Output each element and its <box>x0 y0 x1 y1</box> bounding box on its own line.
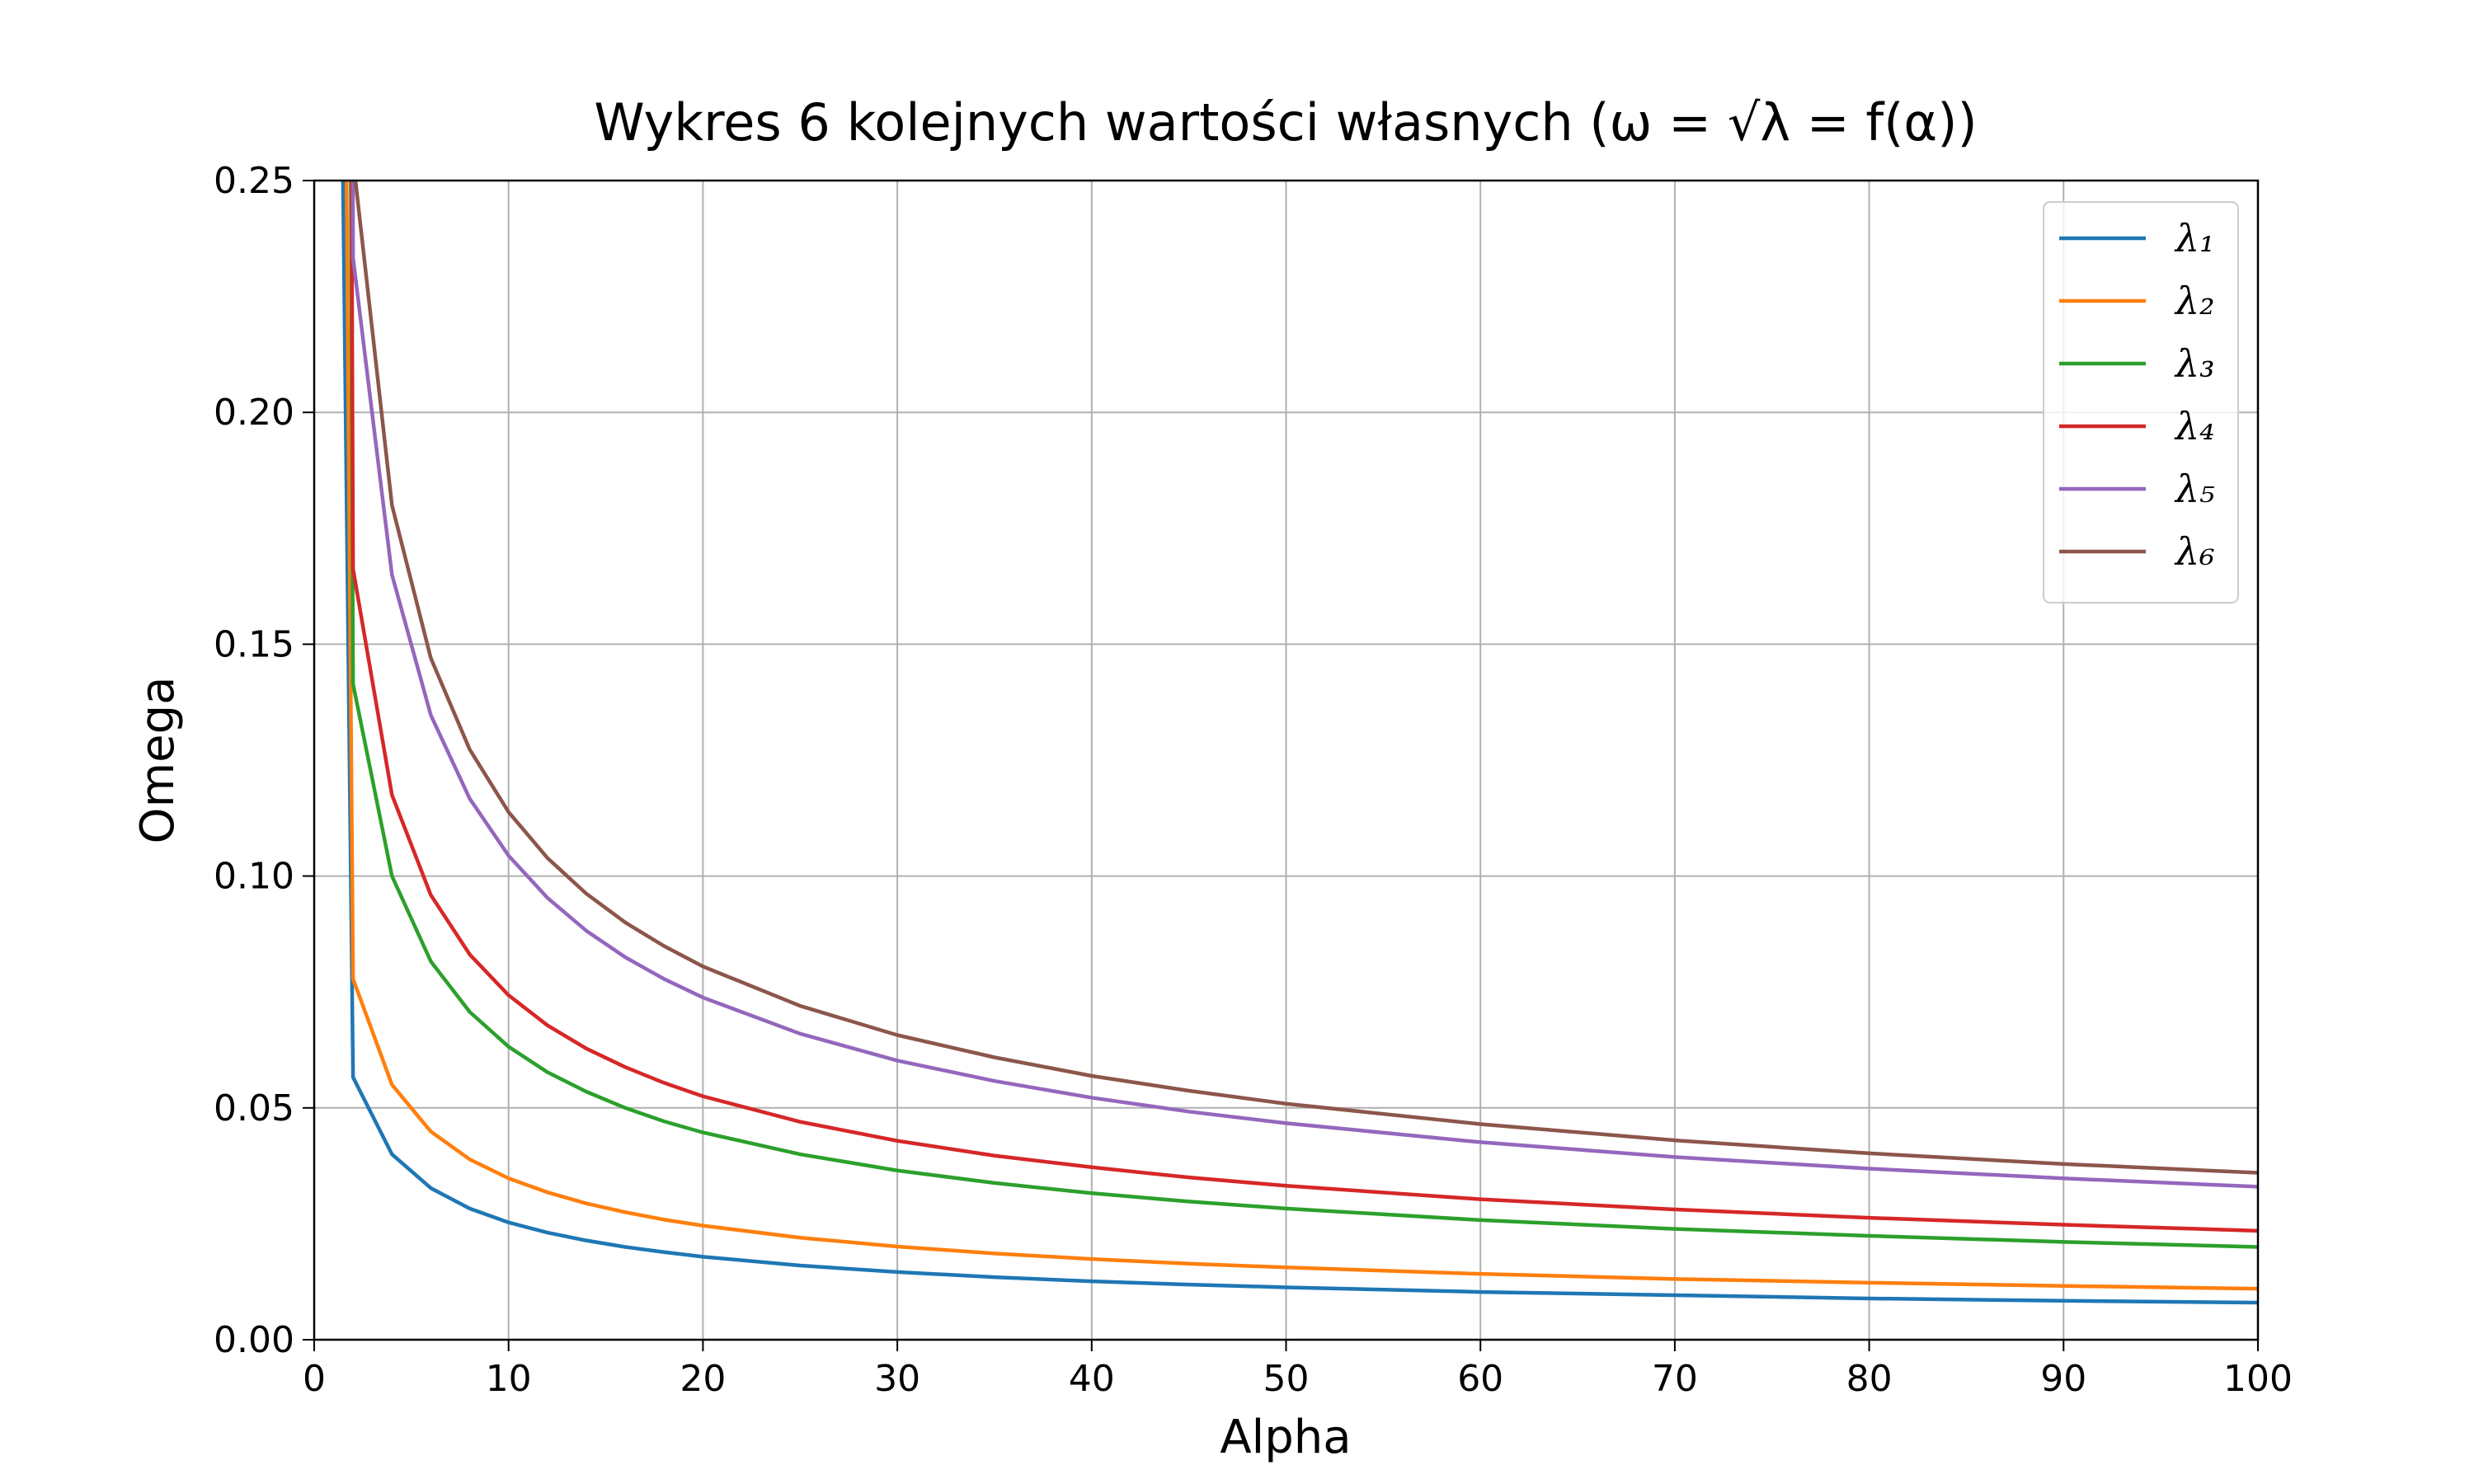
lines <box>341 181 2258 1305</box>
series-line <box>344 181 2258 1291</box>
series-line <box>350 181 2258 1233</box>
legend: λ₁ λ₂ λ₃ λ₄ λ₅ λ₆ <box>2043 201 2239 603</box>
x-tick-label: 100 <box>2223 1358 2293 1400</box>
x-tick-label: 50 <box>1263 1358 1310 1400</box>
x-tick-label: 30 <box>874 1358 920 1400</box>
x-tick-label: 0 <box>303 1358 326 1400</box>
x-tick-label: 80 <box>1846 1358 1893 1400</box>
x-tick-label: 70 <box>1652 1358 1698 1400</box>
y-axis-label: Omega <box>131 677 185 844</box>
legend-label: λ₆ <box>2174 529 2215 574</box>
chart-title: Wykres 6 kolejnych wartości własnych (ω … <box>594 92 1977 153</box>
y-tick-label: 0.15 <box>214 623 294 665</box>
y-tick-label: 0.00 <box>214 1319 294 1361</box>
x-tick-label: 60 <box>1457 1358 1503 1400</box>
x-tick-label: 20 <box>680 1358 726 1400</box>
x-tick-label: 40 <box>1069 1358 1115 1400</box>
series-line <box>350 181 2258 1189</box>
y-tick-label: 0.10 <box>214 856 294 898</box>
x-tick-label: 10 <box>486 1358 532 1400</box>
y-tick-label: 0.05 <box>214 1087 294 1129</box>
legend-label: λ₂ <box>2174 279 2215 323</box>
series-line <box>353 181 2258 1175</box>
series-line <box>349 181 2258 1249</box>
y-tick-label: 0.25 <box>214 160 294 202</box>
ticks: 0 10 20 30 40 50 60 70 80 90 100 0.00 0.05 0.10 0.15 0.… <box>214 160 2293 1400</box>
series-line <box>341 181 2258 1305</box>
x-axis-label: Alpha <box>1220 1411 1351 1464</box>
legend-label: λ₄ <box>2174 404 2215 448</box>
legend-label: λ₁ <box>2174 216 2215 261</box>
legend-label: λ₃ <box>2174 341 2215 386</box>
x-tick-label: 90 <box>2040 1358 2086 1400</box>
legend-label: λ₅ <box>2174 467 2215 511</box>
y-tick-label: 0.20 <box>214 392 294 434</box>
